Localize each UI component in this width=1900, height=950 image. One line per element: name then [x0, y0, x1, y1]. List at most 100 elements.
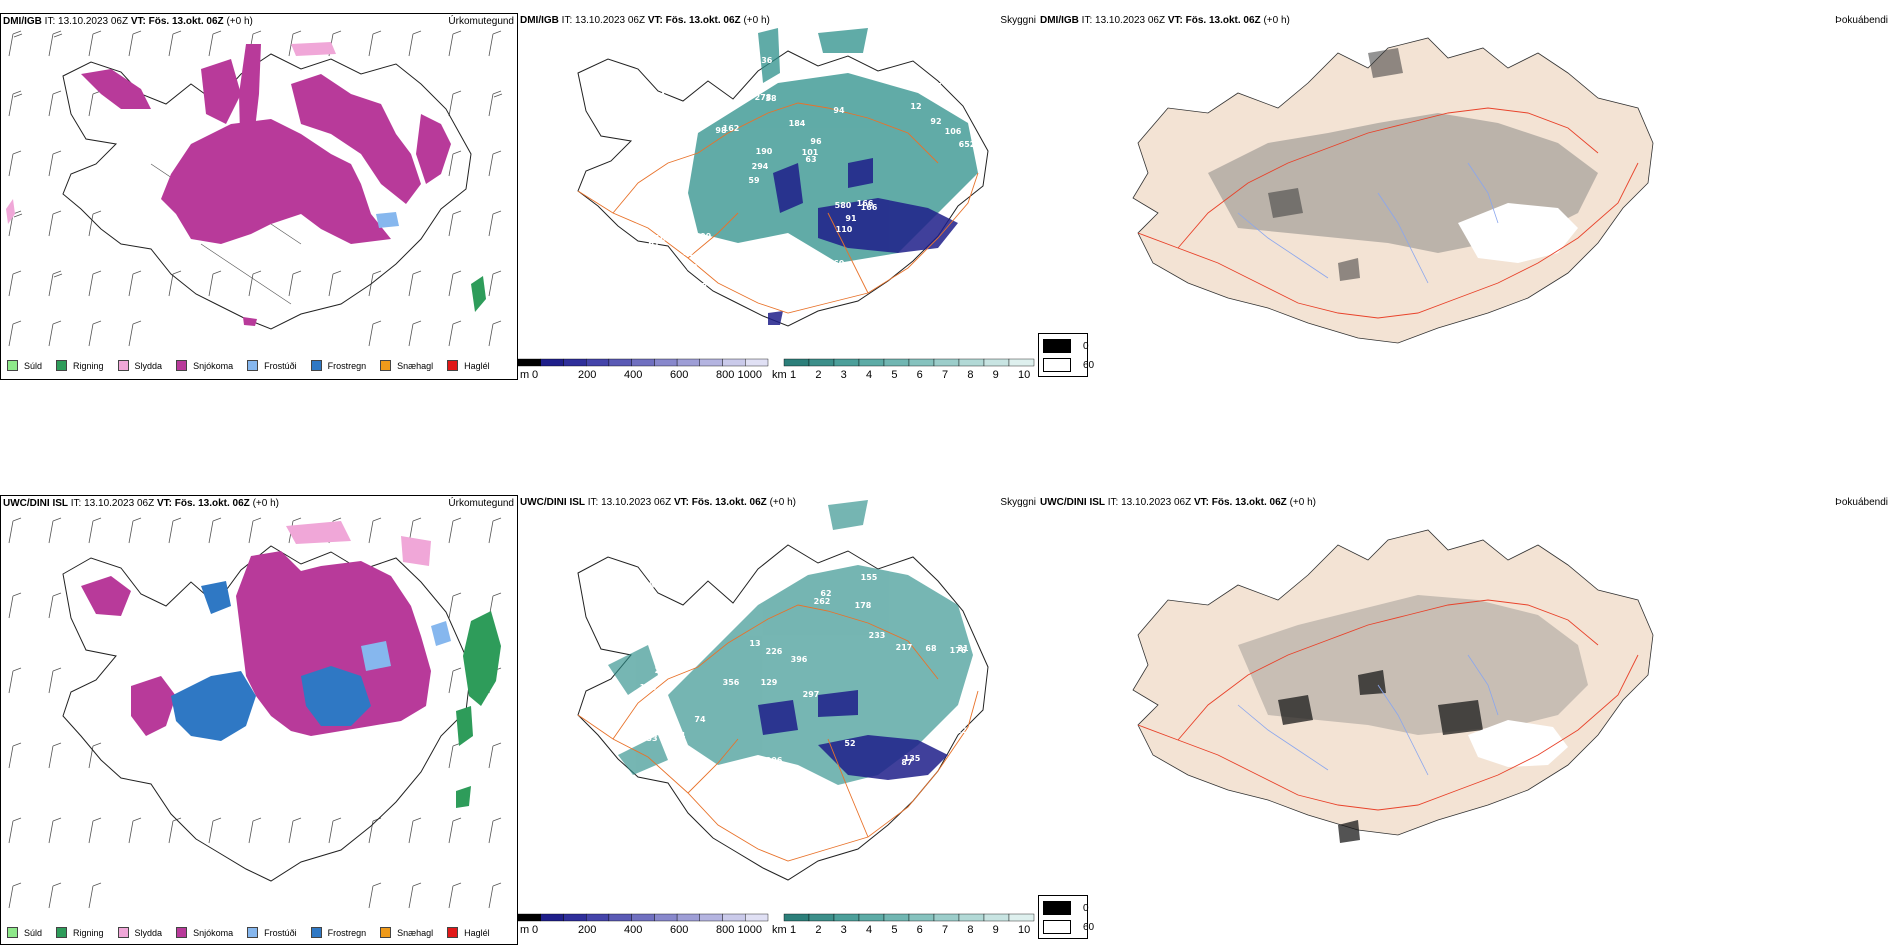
ceiling-value-label: 20: [920, 257, 932, 266]
offset: (+0 h): [1289, 497, 1316, 508]
it-label: IT:: [70, 498, 82, 509]
ceiling-header-2: UWC/DINI ISL IT: 13.10.2023 06Z VT: Fös.…: [520, 497, 796, 508]
vt-label: VT:: [130, 16, 146, 27]
legend-label: Súld: [24, 360, 43, 371]
ceiling-value-label: 176: [950, 646, 967, 655]
m-tick-label: 800: [716, 369, 734, 380]
vt-value: Fös. 13.okt. 06Z: [1211, 497, 1287, 508]
m-tick-label: 400: [624, 924, 642, 935]
km-unit-label: km: [772, 369, 787, 380]
ceiling-labels: 870 155 176 129 297 351 288 178 106 262 396 430 99 35…: [628, 541, 972, 805]
precip-header-1: DMI/IGB IT: 13.10.2023 06Z VT: Fös. 13.o…: [3, 16, 253, 27]
fog-legend-dark-swatch: [1043, 339, 1071, 353]
legend-item-snaehagl: Snæhagl: [380, 927, 433, 938]
vt-value: Fös. 13.okt. 06Z: [691, 497, 767, 508]
ceiling-value-label: 288: [661, 289, 678, 298]
legend-swatch: [310, 927, 322, 938]
offset: (+0 h): [769, 497, 796, 508]
ceiling-value-label: 166: [857, 199, 874, 208]
m-scale-cell: [540, 358, 564, 367]
m-scale-cell: [631, 913, 655, 922]
ceiling-value-label: 82: [686, 263, 697, 272]
km-scale-cell: [858, 913, 885, 922]
km-tick-label: 7: [942, 369, 948, 380]
ceiling-value-label: 217: [896, 643, 913, 652]
ceiling-value-label: 87: [901, 758, 912, 767]
km-scale-cell: [808, 913, 835, 922]
fog-legend-2: 0 60: [1038, 895, 1094, 939]
km-tick-label: 4: [866, 924, 872, 935]
legend-label: Frostúði: [264, 927, 297, 938]
it-value: 13.10.2023 06Z: [58, 16, 129, 27]
model-name: DMI/IGB: [3, 16, 42, 27]
fog-roads: [1137, 107, 1639, 319]
fog-legend-low: 0: [1083, 902, 1089, 914]
ceiling-value-label: 580: [835, 201, 852, 210]
km-tick-label: 8: [967, 924, 973, 935]
m-tick-label: 200: [578, 369, 596, 380]
ceiling-value-label: 62: [820, 589, 831, 598]
ceiling-value-label: 67: [650, 628, 661, 637]
fog-title-1: Þokuábendi: [1835, 15, 1888, 26]
km-scale-cell: [783, 358, 810, 367]
legend-swatch: [380, 360, 392, 371]
vt-value: Fös. 13.okt. 06Z: [174, 498, 250, 509]
legend-swatch: [176, 360, 188, 371]
wind-barbs: [8, 517, 502, 909]
legend-label: Rigning: [73, 927, 104, 938]
iceland-outline: [577, 50, 989, 327]
ceiling-map-2: 870 155 176 129 297 351 288 178 106 262 396 430 99 35…: [577, 500, 989, 881]
km-tick-label: 1: [790, 369, 796, 380]
ceiling-value-label: 135: [904, 754, 921, 763]
legend-label: Frostregn: [327, 927, 367, 938]
km-tick-label: 3: [841, 369, 847, 380]
km-scale-cell: [858, 358, 885, 367]
km-scale-cell: [958, 358, 985, 367]
m-scale-cell: [631, 358, 655, 367]
model-name: DMI/IGB: [1040, 15, 1079, 26]
ceiling-value-label: 206: [766, 756, 783, 765]
m-tick-label: 600: [670, 369, 688, 380]
fog-dark-areas: [1268, 48, 1403, 281]
km-tick-label: 10: [1018, 924, 1030, 935]
ceiling-value-label: 109: [856, 67, 873, 76]
km-scale-cell: [883, 358, 910, 367]
fog-panel-1: DMI/IGB IT: 13.10.2023 06Z VT: Fös. 13.o…: [1038, 13, 1900, 380]
vt-label: VT:: [647, 15, 663, 26]
km-tick-label: 3: [841, 924, 847, 935]
km-tick-label: 9: [993, 369, 999, 380]
ceiling-value-label: 262: [814, 597, 831, 606]
vt-label: VT:: [1167, 15, 1183, 26]
legend-item-snjokoma: Snjókoma: [176, 927, 233, 938]
precip-title-1: Úrkomutegund: [448, 16, 514, 27]
legend-swatch: [7, 927, 18, 938]
legend-swatch: [7, 360, 18, 371]
white-glacier: [1458, 203, 1578, 263]
rain-areas: [456, 611, 501, 808]
ceiling-value-label: 69: [628, 728, 640, 737]
legend-swatch: [380, 927, 392, 938]
ceiling-value-label: 101: [802, 148, 819, 157]
fog-title-2: Þokuábendi: [1835, 497, 1888, 508]
m-scale-cell: [563, 913, 587, 922]
m-unit-label: m: [520, 924, 529, 935]
m-tick-label: 600: [670, 924, 688, 935]
ceiling-value-label: 96: [810, 137, 822, 146]
ceiling-value-label: 193: [693, 95, 710, 104]
m-tick-label: 400: [624, 369, 642, 380]
ceiling-value-label: 52: [844, 739, 855, 748]
fog-panel-2: UWC/DINI ISL IT: 13.10.2023 06Z VT: Fös.…: [1038, 495, 1900, 945]
m-scale-cell: [722, 358, 746, 367]
legend-item-frostregn: Frostregn: [310, 360, 366, 371]
legend-swatch: [447, 927, 459, 938]
ceiling-value-label: 21: [957, 644, 969, 653]
m-tick-label: 0: [532, 369, 538, 380]
ceiling-value-label: 74: [694, 715, 706, 724]
ceiling-value-label: 129: [761, 678, 778, 687]
km-tick-label: 5: [891, 924, 897, 935]
km-scale-cell: [808, 358, 835, 367]
ceiling-value-label: 104: [669, 731, 686, 740]
legend-label: Snjókoma: [193, 360, 234, 371]
legend-item-frostudi: Frostúði: [247, 360, 297, 371]
ceiling-value-label: 109: [633, 291, 650, 300]
